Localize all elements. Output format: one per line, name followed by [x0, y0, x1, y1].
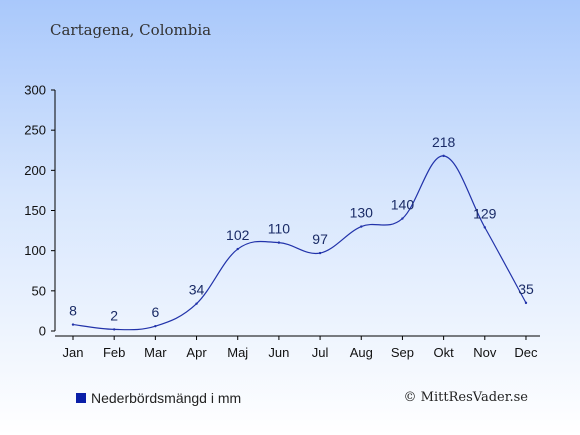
data-point-maj: [236, 247, 239, 251]
data-point-jul: [318, 251, 322, 255]
x-tick-label: Nov: [473, 345, 497, 360]
x-tick-label: Sep: [391, 345, 414, 360]
x-tick-label: Feb: [103, 345, 125, 360]
data-point-feb: [112, 328, 116, 331]
chart-title: Cartagena, Colombia: [50, 21, 212, 39]
x-tick-label: Aug: [350, 345, 373, 360]
data-point-apr: [195, 302, 198, 305]
data-point-dec: [524, 301, 528, 305]
x-tick-label: Mar: [144, 345, 167, 360]
y-tick-label: 50: [32, 283, 46, 298]
series-layer: [71, 154, 528, 331]
y-tick-label: 150: [24, 203, 46, 218]
y-tick-label: 250: [24, 123, 46, 138]
x-tick-label: Maj: [227, 345, 248, 360]
data-label-nov: 129: [473, 205, 497, 221]
x-tick-label: Okt: [434, 345, 455, 360]
data-label-sep: 140: [391, 197, 415, 213]
data-point-jun: [277, 241, 281, 244]
x-tick-label: Jan: [63, 345, 84, 360]
data-point-jan: [71, 323, 75, 326]
y-tick-label: 100: [24, 243, 46, 258]
y-tick-label: 0: [39, 324, 46, 339]
data-label-apr: 34: [189, 282, 205, 298]
y-tick-label: 200: [24, 163, 46, 178]
data-label-okt: 218: [432, 134, 456, 150]
data-label-jan: 8: [69, 303, 77, 319]
data-point-nov: [483, 226, 486, 229]
data-label-aug: 130: [350, 205, 374, 221]
data-label-dec: 35: [518, 281, 534, 297]
legend-swatch: [76, 393, 86, 403]
legend-label: Nederbördsmängd i mm: [91, 390, 242, 406]
precipitation-line: [72, 155, 527, 331]
credit-text: © MittResVader.se: [403, 390, 528, 405]
x-tick-label: Apr: [186, 345, 207, 360]
y-tick-label: 300: [24, 83, 46, 98]
data-label-feb: 2: [110, 307, 118, 323]
data-labels: 8 2 6 34 102 110 97 130 140 218 129 35: [69, 134, 534, 324]
x-tick-label: Jun: [268, 345, 289, 360]
data-label-mar: 6: [151, 304, 159, 320]
data-label-jul: 97: [312, 231, 328, 247]
legend: Nederbördsmängd i mm: [76, 390, 241, 406]
data-point-mar: [154, 324, 157, 328]
x-tick-label: Dec: [514, 345, 538, 360]
axes: 0 50 100 150 200 250 300 Jan Feb Mar Apr Maj Jun Jul A…: [24, 83, 540, 360]
data-point-okt: [442, 154, 445, 158]
data-point-aug: [360, 225, 363, 228]
data-label-maj: 102: [226, 227, 250, 243]
data-point-sep: [401, 217, 404, 220]
x-tick-label: Jul: [312, 345, 329, 360]
data-label-jun: 110: [268, 221, 291, 237]
